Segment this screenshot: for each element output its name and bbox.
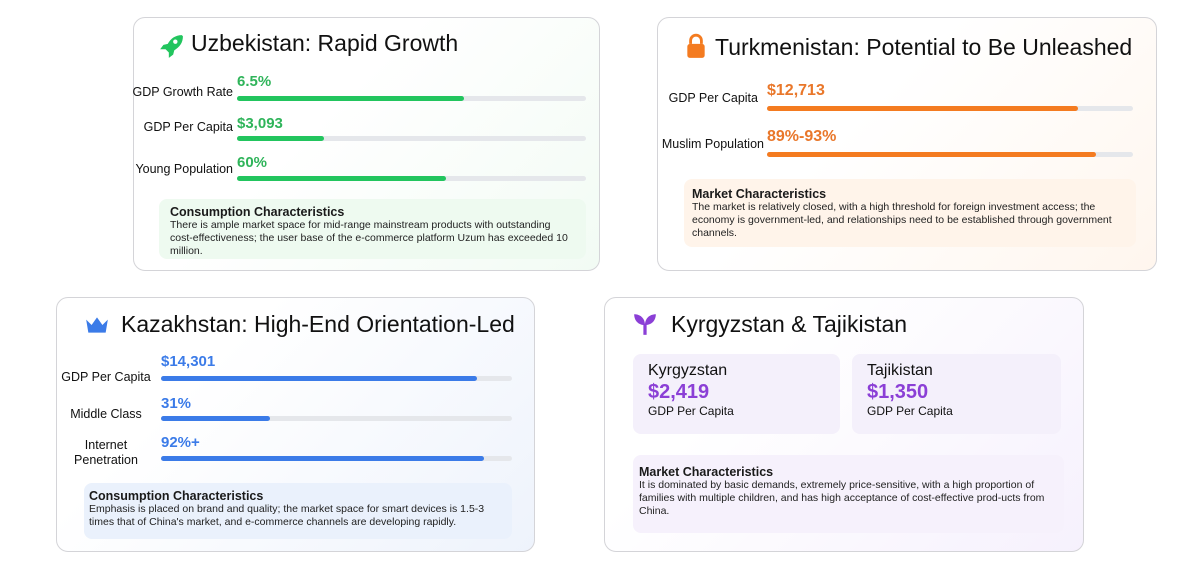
metric-label: GDP Per Capita [143, 120, 233, 134]
kyrgyzstan-tajikistan-card: Kyrgyzstan & Tajikistan Kyrgyzstan $2,41… [604, 297, 1084, 552]
card-title: Turkmenistan: Potential to Be Unleashed [715, 34, 1133, 60]
country-value: $1,350 [867, 381, 929, 403]
metric-label: Middle Class [70, 407, 142, 421]
metric-value: $14,301 [161, 353, 216, 370]
metric-bar [237, 136, 586, 141]
country-value: $2,419 [648, 381, 710, 403]
rocket-icon [160, 35, 183, 58]
card-title: Kazakhstan: High-End Orientation-Led [121, 311, 515, 337]
metric-value: $3,093 [237, 115, 283, 132]
characteristics-box: Market Characteristics It is dominated b… [633, 455, 1064, 533]
metric-label: Muslim Population [661, 137, 764, 151]
metric-bar [767, 152, 1133, 157]
box-title: Market Characteristics [639, 465, 774, 479]
metric-bar [767, 106, 1133, 111]
box-text: There is ample market space for mid-rang… [170, 219, 568, 257]
characteristics-box: Consumption Characteristics There is amp… [159, 199, 586, 259]
metric-value: 92%+ [161, 434, 200, 451]
metric-bar [161, 376, 512, 381]
country-name: Tajikistan [867, 362, 933, 379]
metric-bar [161, 416, 512, 421]
characteristics-box: Consumption Characteristics Emphasis is … [84, 483, 512, 539]
metric-bar [237, 96, 586, 101]
country-label: GDP Per Capita [867, 404, 953, 418]
kazakhstan-card: Kazakhstan: High-End Orientation-Led GDP… [56, 297, 535, 552]
card-title: Kyrgyzstan & Tajikistan [671, 311, 908, 337]
box-title: Consumption Characteristics [89, 489, 264, 503]
metric-label: GDP Per Capita [61, 370, 151, 384]
metric-value: $12,713 [767, 82, 825, 99]
box-text: The market is relatively closed, with a … [692, 201, 1112, 239]
country-box-kyrgyzstan: Kyrgyzstan $2,419 GDP Per Capita [633, 354, 840, 434]
box-title: Market Characteristics [692, 187, 827, 201]
metric-value: 60% [237, 154, 268, 171]
turkmenistan-card: Turkmenistan: Potential to Be Unleashed … [657, 17, 1157, 271]
metric-label: GDP Per Capita [668, 91, 758, 105]
metric-value: 89%-93% [767, 128, 837, 145]
metric-value: 6.5% [237, 73, 272, 90]
country-box-tajikistan: Tajikistan $1,350 GDP Per Capita [852, 354, 1061, 434]
box-text: Emphasis is placed on brand and quality;… [89, 503, 485, 528]
country-label: GDP Per Capita [648, 404, 734, 418]
characteristics-box: Market Characteristics The market is rel… [684, 179, 1136, 247]
lock-icon [687, 33, 705, 58]
crown-icon [86, 317, 108, 333]
box-text: It is dominated by basic demands, extrem… [639, 479, 1045, 517]
country-name: Kyrgyzstan [648, 362, 728, 379]
metric-value: 31% [161, 395, 192, 412]
metric-label: Young Population [135, 162, 233, 176]
metric-bar [161, 456, 512, 461]
metric-label: Internet Penetration [74, 438, 138, 467]
metric-label: GDP Growth Rate [132, 85, 233, 99]
card-title: Uzbekistan: Rapid Growth [191, 30, 459, 56]
uzbekistan-card: Uzbekistan: Rapid Growth GDP Growth Rate… [132, 17, 600, 271]
sprout-icon [634, 314, 656, 335]
box-title: Consumption Characteristics [170, 205, 345, 219]
metric-bar [237, 176, 586, 181]
